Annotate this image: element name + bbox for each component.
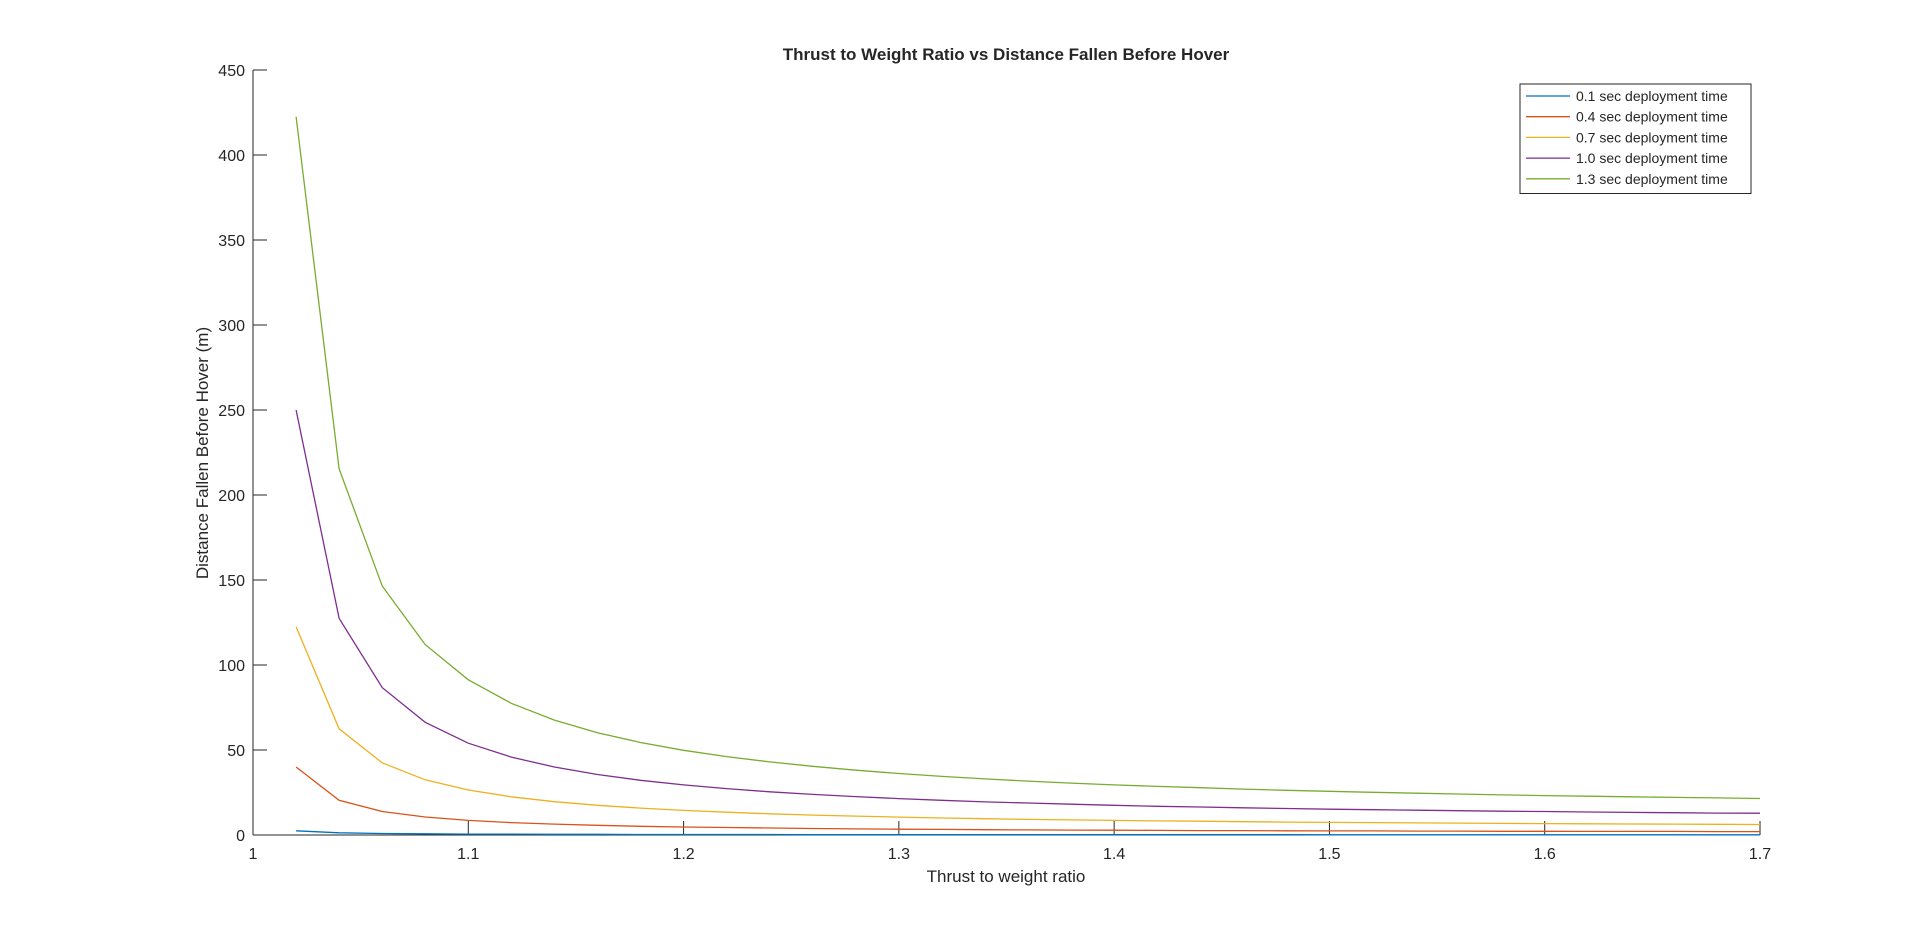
legend-label-3: 0.7 sec deployment time (1576, 129, 1728, 145)
x-tick-label: 1.3 (888, 846, 910, 863)
legend-box (1519, 83, 1752, 194)
x-tick-label: 1.7 (1749, 846, 1771, 863)
series-line-1 (296, 830, 1760, 836)
legend-label-2: 0.4 sec deployment time (1576, 109, 1728, 125)
y-axis-label: Distance Fallen Before Hover (m) (193, 327, 212, 579)
x-tick-label: 1 (249, 846, 258, 863)
legend-label-4: 1.0 sec deployment time (1576, 150, 1728, 166)
x-tick-label: 1.2 (672, 846, 694, 863)
x-tick-label: 1.5 (1318, 846, 1340, 863)
y-tick-label: 100 (218, 658, 245, 675)
legend: 0.1 sec deployment time 0.4 sec deploymen… (1519, 83, 1752, 194)
y-tick-label: 150 (218, 573, 245, 590)
y-tick-label: 250 (218, 403, 245, 420)
x-tick-label: 1.6 (1534, 846, 1556, 863)
series-line-3 (295, 626, 1761, 826)
series-line-5 (295, 116, 1761, 800)
chart-title: Thrust to Weight Ratio vs Distance Falle… (783, 45, 1230, 64)
legend-label-1: 0.1 sec deployment time (1576, 88, 1728, 104)
x-tick-label: 1.4 (1103, 846, 1125, 863)
y-tick-label: 400 (218, 148, 245, 165)
legend-label-5: 1.3 sec deployment time (1576, 171, 1728, 187)
x-axis-label: Thrust to weight ratio (927, 867, 1086, 886)
y-tick-label: 450 (218, 63, 245, 80)
x-tick-label: 1.1 (457, 846, 479, 863)
y-tick-label: 300 (218, 318, 245, 335)
y-tick-label: 350 (218, 233, 245, 250)
series-line-4 (295, 409, 1761, 814)
y-tick-label: 50 (227, 743, 245, 760)
plot-area: 1 1.1 1.2 1.3 1.4 1.5 1.6 1.7 0 50 100 150 200 250 300… (218, 63, 1771, 863)
y-tick-label: 200 (218, 488, 245, 505)
y-tick-label: 0 (236, 828, 245, 845)
series-line-2 (295, 766, 1760, 833)
